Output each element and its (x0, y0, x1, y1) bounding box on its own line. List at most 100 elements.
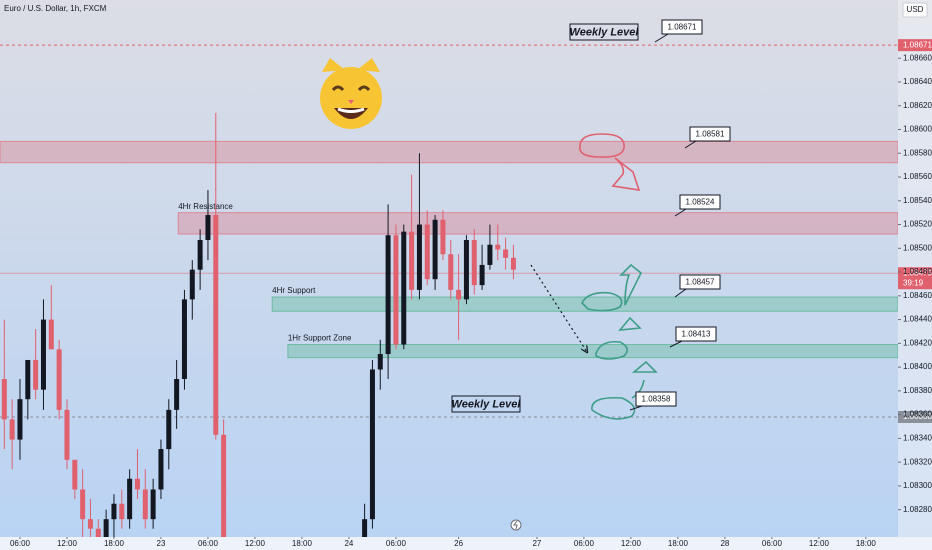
x-tick-label: 12:00 (621, 539, 642, 548)
y-tick-label: 1.08660 (903, 53, 932, 62)
currency-box[interactable] (902, 2, 928, 18)
symbol-title: Euro / U.S. Dollar, 1h, FXCM (4, 4, 107, 13)
cat-emoji (320, 58, 382, 129)
candle-body (111, 503, 117, 520)
x-tick-label: 06:00 (574, 539, 595, 548)
candle-body (17, 399, 23, 440)
callout-pointer (674, 288, 687, 298)
axis-price: 1.08671 (903, 40, 932, 49)
candle-body (409, 231, 415, 290)
x-tick-label: 27 (532, 539, 541, 548)
candle-body (181, 299, 187, 379)
candle-body (56, 349, 62, 410)
candle-body (48, 319, 54, 350)
candle-body (440, 219, 446, 255)
axis-price-box (898, 411, 932, 424)
x-tick-label: 12:00 (245, 539, 266, 548)
x-tick-label: 18:00 (668, 539, 689, 548)
y-tick-label: 1.08600 (903, 125, 932, 134)
candle-body (479, 264, 485, 286)
candle-body (80, 489, 86, 520)
candle-body (142, 489, 148, 520)
candle-body (72, 459, 78, 490)
last-price-box (898, 267, 932, 290)
y-tick-label: 1.08640 (903, 77, 932, 86)
callout: 1.08413 (682, 330, 711, 339)
x-tick-label: 23 (157, 539, 166, 548)
zone (0, 140, 898, 164)
callout-pointer (674, 208, 687, 217)
candle-body (174, 378, 180, 410)
candle-body (385, 235, 391, 355)
x-tick-label: 12:00 (809, 539, 830, 548)
callout-pointer (684, 140, 697, 149)
candle-body (471, 239, 477, 286)
y-tick-label: 1.08340 (903, 434, 932, 443)
y-tick-label: 1.08560 (903, 172, 932, 181)
candle-body (1, 378, 7, 420)
candle-body (463, 239, 469, 300)
callout-box (679, 194, 721, 210)
drawings (579, 133, 658, 420)
x-tick-label: 26 (454, 539, 463, 548)
y-tick-label: 1.08300 (903, 481, 932, 490)
candle-body (401, 231, 407, 345)
candle-body (158, 449, 164, 490)
zone-label: 1Hr Support Zone (288, 334, 352, 343)
callout: 1.08581 (696, 130, 725, 139)
x-tick-label: 06:00 (198, 539, 219, 548)
replay-icon[interactable] (510, 519, 522, 531)
x-tick-label: 06:00 (762, 539, 783, 548)
callout: 1.08358 (642, 395, 671, 404)
axis-price-box (898, 39, 932, 52)
callout-box (661, 19, 703, 35)
zone (287, 344, 898, 359)
candle-body (503, 249, 509, 258)
callout-box (635, 391, 677, 407)
candle-body (103, 519, 109, 537)
x-tick-label: 18:00 (856, 539, 877, 548)
y-tick-label: 1.08500 (903, 243, 932, 252)
candle-body (487, 244, 493, 265)
countdown: 39:19 (903, 278, 924, 287)
level-tag: Weekly Level (570, 26, 640, 38)
x-tick-label: 18:00 (104, 539, 125, 548)
y-tick-label: 1.08280 (903, 505, 932, 514)
candle-body (127, 478, 133, 520)
callout-box (689, 126, 731, 142)
candle-body (33, 359, 39, 390)
callout: 1.08671 (668, 23, 697, 32)
x-tick-label: 28 (720, 539, 729, 548)
currency: USD (907, 5, 924, 14)
callout-box (675, 326, 717, 342)
candle-body (64, 409, 70, 460)
callout-pointer (654, 33, 669, 43)
callout-pointer (669, 340, 683, 348)
y-tick-label: 1.08360 (903, 410, 932, 419)
projection-arrow (530, 264, 587, 352)
y-tick-label: 1.08520 (903, 220, 932, 229)
candle-body (213, 215, 219, 435)
candle-body (95, 528, 101, 537)
candle-body (393, 235, 399, 345)
candle-body (377, 354, 383, 370)
candle-body (205, 215, 211, 240)
axis-price: 1.08358 (903, 412, 932, 421)
candle-body (369, 369, 375, 520)
candle-body (40, 319, 46, 390)
last-price: 1.08479 (903, 268, 932, 277)
y-tick-label: 1.08440 (903, 315, 932, 324)
candle-body (134, 478, 140, 490)
time-axis (0, 537, 932, 550)
callout-box (679, 274, 721, 290)
candle-body (9, 419, 15, 440)
candle-body (221, 434, 227, 537)
candle-body (424, 224, 430, 280)
candle-body (197, 239, 203, 270)
candle-body (166, 409, 172, 450)
zone-label: 4Hr Resistance (178, 202, 233, 211)
y-tick-label: 1.08480 (903, 267, 932, 276)
zone (271, 296, 898, 312)
candle-body (416, 224, 422, 290)
y-tick-label: 1.08420 (903, 338, 932, 347)
